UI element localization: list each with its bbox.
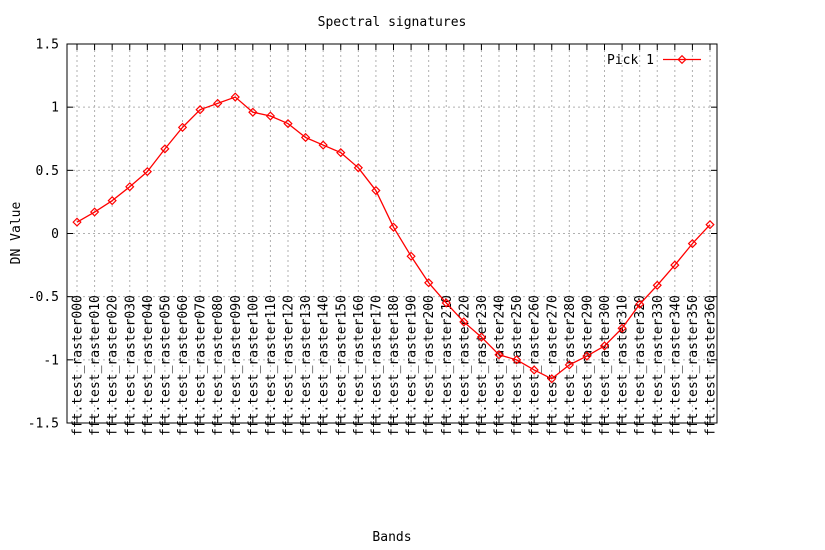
x-tick-label: fft.test_raster300 (598, 295, 613, 436)
chart-title: Spectral signatures (318, 15, 467, 30)
data-point-marker (652, 280, 662, 290)
data-point-marker (388, 222, 399, 232)
x-tick-label: fft.test_raster120 (282, 295, 297, 436)
x-axis-label: Bands (372, 530, 411, 545)
x-tick-label: fft.test_raster230 (475, 295, 490, 436)
data-point-marker (371, 185, 381, 196)
y-tick-labels: 1.5 1 0.5 0 -0.5 -1 -1.5 (28, 38, 59, 432)
x-tick-label: fft.test_raster200 (422, 295, 437, 436)
x-tick-label: fft.test_raster330 (651, 295, 666, 436)
data-point-marker (160, 144, 170, 154)
data-point-marker (195, 105, 205, 115)
x-tick-label: fft.test_raster090 (229, 295, 244, 436)
data-point-marker (142, 166, 152, 177)
data-point-marker (265, 111, 276, 121)
plot-grid (68, 45, 716, 422)
x-tick-label: fft.test_raster170 (369, 295, 384, 436)
y-tick-label: 1.5 (36, 38, 59, 53)
data-point-marker (213, 98, 223, 109)
data-point-marker (125, 182, 135, 192)
y-tick-label: -1 (43, 353, 59, 368)
y-tick-label: -1.5 (28, 417, 59, 432)
x-tick-label: fft.test_raster070 (194, 295, 209, 436)
data-point-marker (459, 317, 469, 327)
data-point-marker (705, 220, 715, 230)
x-tick-label: fft.test_raster310 (616, 295, 631, 436)
data-point-marker (406, 251, 416, 261)
data-point-marker (283, 118, 293, 129)
x-tick-label: fft.test_raster140 (317, 295, 332, 436)
x-tick-label: fft.test_raster240 (493, 295, 508, 436)
data-point-marker (547, 374, 557, 384)
y-axis-label: DN Value (9, 202, 24, 265)
data-point-marker (617, 323, 627, 333)
data-point-marker (72, 217, 82, 227)
data-point-marker (494, 350, 504, 360)
data-point-marker (635, 299, 645, 309)
data-series (72, 92, 715, 384)
data-point-marker (230, 92, 240, 102)
data-point-marker (336, 147, 346, 158)
data-point-marker (441, 298, 451, 308)
axis-ticks (67, 43, 717, 424)
x-tick-label: fft.test_raster040 (141, 295, 156, 436)
data-point-marker (300, 132, 311, 143)
x-tick-label: fft.test_raster010 (88, 295, 103, 436)
data-point-marker (670, 260, 680, 270)
legend: Pick 1 (607, 53, 701, 68)
x-tick-label: fft.test_raster220 (457, 295, 472, 436)
x-tick-label: fft.test_raster160 (352, 295, 367, 436)
x-tick-label: fft.test_raster150 (334, 295, 349, 436)
legend-marker (677, 54, 687, 65)
x-tick-label: fft.test_raster180 (387, 295, 402, 436)
x-tick-label: fft.test_raster210 (440, 295, 455, 436)
data-point-marker (353, 163, 363, 173)
x-tick-label: fft.test_raster100 (246, 295, 261, 436)
data-point-marker (318, 140, 328, 150)
data-point-marker (107, 196, 117, 206)
x-tick-label: fft.test_raster080 (211, 295, 226, 436)
y-tick-label: -0.5 (28, 290, 59, 305)
data-point-marker (511, 355, 522, 365)
x-tick-label: fft.test_raster190 (405, 295, 420, 436)
y-tick-label: 0 (51, 227, 59, 242)
x-tick-label: fft.test_raster030 (123, 295, 138, 436)
x-tick-label: fft.test_raster110 (264, 295, 279, 436)
x-tick-label: fft.test_raster260 (528, 295, 543, 436)
x-tick-label: fft.test_raster250 (510, 295, 525, 436)
data-point-marker (687, 238, 698, 249)
data-point-marker (582, 351, 592, 361)
x-tick-label: fft.test_raster320 (633, 295, 648, 436)
x-tick-labels: fft.test_raster000 fft.test_raster010 fft.… (71, 295, 719, 436)
series-line (76, 96, 711, 380)
data-point-marker (177, 122, 188, 133)
legend-label: Pick 1 (607, 53, 654, 68)
x-tick-label: fft.test_raster060 (176, 295, 191, 436)
data-point-marker (529, 365, 539, 375)
x-tick-label: fft.test_raster280 (563, 295, 578, 436)
y-tick-label: 1 (51, 101, 59, 116)
x-tick-label: fft.test_raster290 (580, 295, 595, 436)
x-tick-label: fft.test_raster360 (704, 295, 719, 436)
data-point-marker (248, 107, 258, 117)
x-tick-label: fft.test_raster350 (686, 295, 701, 436)
data-point-marker (476, 332, 487, 342)
x-tick-label: fft.test_raster050 (158, 295, 173, 436)
data-point-marker (599, 341, 610, 351)
y-tick-label: 0.5 (36, 164, 59, 179)
x-tick-label: fft.test_raster020 (106, 295, 121, 436)
data-point-marker (564, 360, 574, 370)
x-tick-label: fft.test_raster270 (545, 295, 560, 436)
data-point-marker (89, 207, 100, 217)
x-tick-label: fft.test_raster340 (668, 295, 683, 436)
data-point-marker (424, 278, 434, 288)
x-tick-label: fft.test_raster000 (71, 295, 86, 436)
x-tick-label: fft.test_raster130 (299, 295, 314, 436)
